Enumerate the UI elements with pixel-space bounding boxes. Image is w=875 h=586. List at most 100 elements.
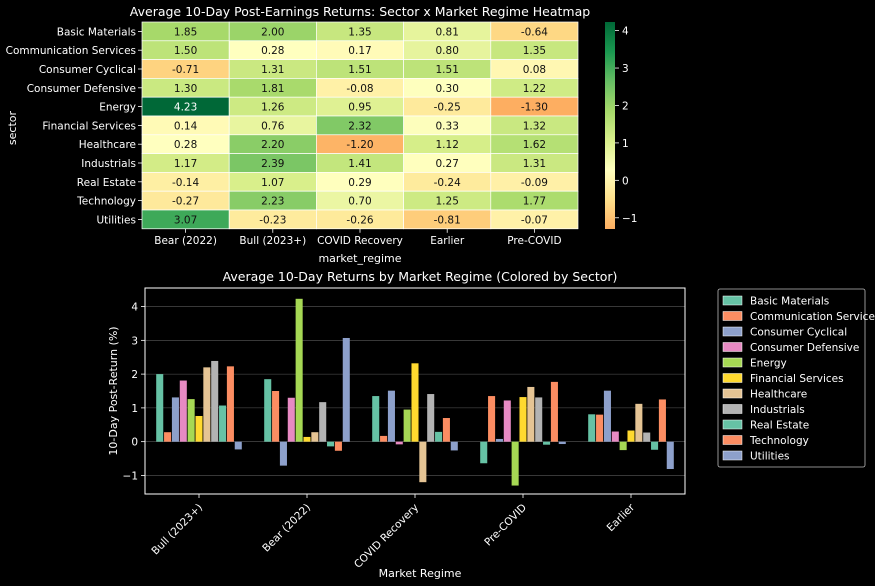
heatmap-cell-value: -0.07 [521, 214, 548, 226]
bar-consumer-defensive-pre-covid [503, 400, 511, 442]
heatmap-cell-value: 0.70 [348, 196, 371, 208]
bar-y-tick-label: 2 [131, 369, 138, 381]
bar-communication-services-covid-recovery [380, 435, 388, 442]
bar-consumer-defensive-bear-2022 [287, 397, 295, 442]
heatmap-cell-value: 1.50 [174, 45, 197, 57]
heatmap-cell-value: 0.80 [436, 45, 459, 57]
heatmap-cell-value: 0.14 [174, 120, 198, 132]
heatmap-cell-value: 0.29 [348, 177, 371, 189]
heatmap-cell-value: -0.81 [434, 214, 461, 226]
heatmap-cell-value: -0.14 [172, 177, 199, 189]
bar-basic-materials-earlier [588, 414, 596, 442]
heatmap-column-labels: Bear (2022) Bull (2023+) COVID Recovery Ear… [154, 228, 562, 247]
heatmap-cell-value: -0.25 [434, 102, 461, 114]
legend-swatch-consumer-defensive [722, 342, 743, 352]
heatmap-cell-value: 1.41 [348, 158, 371, 170]
legend-label: Communication Services [750, 311, 875, 323]
bar-y-axis-label: 10-Day Post-Return (%) [107, 326, 120, 455]
heatmap-cells: 1.85 2.00 1.35 0.81 -0.64 1.50 0.28 0.17 0.80 1.3… [141, 21, 579, 230]
bar-communication-services-bull-2023 [164, 432, 172, 442]
legend-label: Industrials [750, 404, 805, 416]
heatmap-row-label: Industrials [81, 158, 136, 170]
bar-financial-services-pre-covid [519, 397, 527, 442]
bar-financial-services-earlier [627, 430, 635, 442]
legend-label: Energy [750, 358, 787, 370]
bar-industrials-earlier [643, 432, 651, 442]
bar-healthcare-covid-recovery [419, 441, 427, 483]
heatmap-row-label: Utilities [96, 214, 136, 226]
heatmap-cell-value: 1.51 [348, 64, 371, 76]
heatmap-cell-value: 1.25 [436, 196, 459, 208]
heatmap-cell-value: 1.22 [523, 83, 546, 95]
bar-communication-services-earlier [596, 414, 604, 442]
bar-y-ticks: −1 0 1 2 3 4 [123, 302, 145, 482]
heatmap-row-label: Real Estate [77, 177, 136, 189]
bar-basic-materials-bull-2023 [156, 374, 164, 442]
heatmap-column-label: Bear (2022) [154, 235, 217, 247]
bar-healthcare-bull-2023 [203, 367, 211, 442]
bar-industrials-bear-2022 [319, 402, 327, 442]
bar-utilities-earlier [666, 441, 674, 470]
legend-swatch-healthcare [722, 388, 743, 399]
bar-financial-services-covid-recovery [411, 363, 419, 442]
bar-basic-materials-pre-covid [480, 441, 488, 464]
colorbar-ticks: 4 3 2 1 0 −1 [615, 26, 637, 225]
heatmap-column-label: Bull (2023+) [239, 235, 306, 247]
bar-utilities-pre-covid [558, 441, 566, 445]
bar-consumer-cyclical-bull-2023 [171, 397, 179, 442]
heatmap-cell-value: 1.77 [523, 196, 546, 208]
heatmap-cell-value: 0.28 [261, 45, 284, 57]
bar-x-axis-label: Market Regime [379, 567, 462, 580]
heatmap-column-label: Pre-COVID [507, 235, 561, 247]
legend-label: Healthcare [750, 389, 807, 401]
heatmap-cell-value: -0.27 [172, 196, 199, 208]
heatmap-row-label: Basic Materials [57, 26, 136, 38]
heatmap-cell-value: 0.27 [436, 158, 459, 170]
legend-swatch-industrials [722, 404, 743, 414]
legend-frame [717, 288, 866, 468]
heatmap-cell-value: 3.07 [174, 214, 197, 226]
heatmap-cell-value: 1.35 [348, 26, 371, 38]
heatmap-cell-value: 0.76 [261, 120, 285, 132]
bar-energy-covid-recovery [403, 409, 411, 442]
heatmap-row-label: Financial Services [42, 120, 136, 132]
heatmap-cell-value: -0.23 [259, 214, 286, 226]
bar-real-estate-pre-covid [543, 441, 551, 445]
bar-consumer-cyclical-covid-recovery [387, 390, 395, 442]
bar-utilities-bull-2023 [234, 441, 242, 450]
heatmap-y-axis-label: sector [6, 110, 19, 145]
bar-utilities-covid-recovery [450, 441, 458, 451]
heatmap-cell-value: 1.31 [523, 158, 546, 170]
bar-real-estate-bear-2022 [327, 441, 335, 447]
bar-industrials-bull-2023 [211, 360, 219, 442]
heatmap-cell-value: 1.32 [523, 120, 546, 132]
heatmap-column-label: COVID Recovery [317, 235, 403, 247]
heatmap-cell-value: 1.62 [523, 139, 546, 151]
bar-y-tick-label: 4 [131, 302, 138, 314]
legend-label: Consumer Defensive [750, 342, 859, 354]
heatmap-row-label: Energy [99, 102, 136, 114]
colorbar [605, 22, 615, 229]
legend-swatch-real-estate [722, 419, 743, 430]
bar-energy-bear-2022 [295, 298, 303, 442]
bar-healthcare-earlier [635, 403, 643, 442]
colorbar-tick-label: 2 [622, 100, 629, 112]
bar-industrials-covid-recovery [427, 394, 435, 442]
heatmap-cell-value: 0.08 [523, 64, 546, 76]
bar-consumer-defensive-covid-recovery [395, 441, 403, 445]
heatmap-cell-value: 2.23 [261, 196, 284, 208]
bar-financial-services-bear-2022 [303, 436, 311, 442]
heatmap-cell-value: -0.09 [521, 177, 548, 189]
colorbar-tick-label: −1 [622, 213, 637, 225]
heatmap-row-label: Consumer Defensive [27, 83, 136, 95]
legend-swatch-technology [722, 435, 743, 445]
bar-consumer-defensive-bull-2023 [179, 380, 187, 442]
heatmap-row-labels: Basic Materials Communication Services Con… [6, 26, 142, 226]
legend-swatch-financial-services [722, 373, 743, 383]
legend-swatch-consumer-cyclical [722, 326, 743, 337]
heatmap-cell-value: -1.30 [521, 102, 548, 114]
bar-y-tick-label: 1 [131, 403, 138, 415]
bar-communication-services-pre-covid [488, 396, 496, 442]
bar-healthcare-bear-2022 [311, 432, 319, 442]
